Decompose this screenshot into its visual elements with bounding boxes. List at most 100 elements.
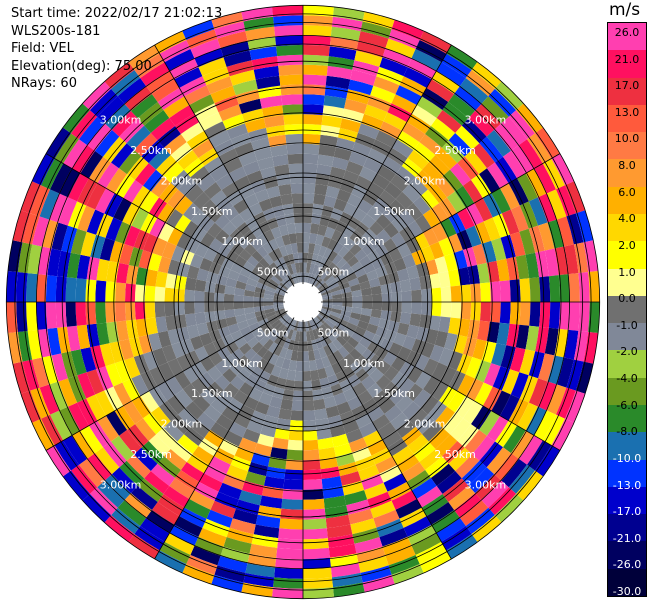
velocity-gate bbox=[450, 302, 462, 319]
velocity-gate bbox=[158, 362, 175, 382]
velocity-gate bbox=[307, 340, 314, 352]
velocity-gate bbox=[230, 214, 245, 229]
velocity-gate bbox=[388, 555, 420, 575]
velocity-gate bbox=[263, 229, 275, 242]
velocity-gate bbox=[134, 133, 158, 157]
velocity-gate bbox=[174, 67, 203, 88]
velocity-gate bbox=[411, 105, 437, 126]
velocity-gate bbox=[229, 518, 256, 535]
velocity-gate bbox=[525, 406, 547, 436]
velocity-gate bbox=[134, 53, 165, 78]
velocity-gate bbox=[303, 143, 320, 155]
velocity-gate bbox=[288, 274, 295, 285]
velocity-gate bbox=[340, 471, 362, 486]
velocity-gate bbox=[481, 480, 509, 508]
range-label: 3.00km bbox=[100, 114, 142, 127]
velocity-gate bbox=[256, 346, 269, 358]
velocity-gate bbox=[278, 256, 287, 268]
velocity-gate bbox=[263, 115, 285, 128]
velocity-gate bbox=[180, 249, 195, 266]
velocity-gate bbox=[455, 396, 475, 419]
velocity-gate bbox=[403, 516, 432, 537]
velocity-gate bbox=[113, 198, 132, 222]
velocity-gate bbox=[174, 214, 191, 233]
velocity-gate bbox=[435, 176, 455, 198]
velocity-gate bbox=[519, 349, 536, 376]
velocity-gate bbox=[307, 273, 313, 284]
velocity-gate bbox=[327, 316, 338, 326]
velocity-gate bbox=[303, 252, 309, 263]
velocity-gate bbox=[303, 183, 316, 194]
velocity-gate bbox=[529, 302, 541, 327]
velocity-gate bbox=[299, 321, 303, 332]
velocity-gate bbox=[196, 268, 209, 282]
velocity-gate bbox=[140, 191, 159, 213]
velocity-gate bbox=[251, 452, 271, 467]
velocity-gate bbox=[516, 103, 543, 134]
velocity-gate bbox=[351, 331, 363, 343]
velocity-gate bbox=[436, 62, 466, 86]
velocity-gate bbox=[517, 173, 538, 202]
velocity-gate bbox=[321, 356, 332, 368]
velocity-gate bbox=[185, 184, 204, 203]
colorbar-tick-label: -10.0 bbox=[612, 451, 642, 465]
velocity-gate bbox=[180, 338, 195, 355]
velocity-gate bbox=[376, 229, 391, 244]
velocity-gate bbox=[508, 110, 535, 140]
velocity-gate bbox=[330, 563, 361, 578]
velocity-gate bbox=[16, 272, 28, 302]
velocity-gate bbox=[87, 453, 112, 481]
velocity-gate bbox=[294, 222, 303, 234]
velocity-gate bbox=[313, 244, 322, 255]
velocity-gate bbox=[174, 516, 203, 537]
velocity-gate bbox=[71, 110, 98, 140]
range-label: 1.50km bbox=[191, 205, 233, 218]
velocity-gate bbox=[231, 242, 245, 256]
velocity-gate bbox=[276, 174, 291, 186]
velocity-gate bbox=[383, 112, 407, 131]
velocity-gate bbox=[211, 11, 244, 30]
range-label: 2.50km bbox=[434, 144, 476, 157]
velocity-gate bbox=[548, 302, 561, 329]
velocity-gate bbox=[273, 577, 303, 589]
velocity-gate bbox=[282, 389, 294, 401]
velocity-gate bbox=[470, 283, 481, 302]
velocity-gate bbox=[384, 182, 403, 200]
velocity-gate bbox=[339, 410, 356, 425]
velocity-gate bbox=[320, 125, 340, 138]
velocity-gate bbox=[222, 473, 245, 491]
velocity-gate bbox=[479, 410, 500, 436]
velocity-gate bbox=[215, 360, 230, 375]
velocity-gate bbox=[349, 360, 363, 374]
velocity-gate bbox=[131, 374, 149, 396]
colorbar-tick-label: 6.0 bbox=[618, 185, 636, 199]
velocity-gate bbox=[277, 54, 303, 66]
velocity-gate bbox=[440, 302, 452, 318]
colorbar-swatch bbox=[608, 377, 646, 406]
velocity-gate bbox=[344, 98, 368, 114]
velocity-gate bbox=[436, 518, 466, 542]
velocity-gate bbox=[509, 279, 521, 302]
velocity-gate bbox=[157, 456, 181, 478]
velocity-gate bbox=[331, 362, 343, 375]
velocity-gate bbox=[251, 534, 279, 548]
velocity-gate bbox=[59, 406, 81, 436]
velocity-gate bbox=[255, 262, 267, 273]
velocity-gate bbox=[105, 363, 123, 387]
velocity-gate bbox=[174, 371, 191, 390]
velocity-gate bbox=[556, 185, 576, 217]
velocity-gate bbox=[306, 262, 312, 273]
velocity-gate bbox=[324, 226, 336, 239]
velocity-gate bbox=[315, 418, 330, 430]
velocity-gate bbox=[303, 34, 331, 47]
azimuth-spoke bbox=[154, 44, 304, 303]
velocity-gate bbox=[391, 232, 406, 248]
velocity-gate bbox=[152, 347, 168, 367]
velocity-gate bbox=[104, 103, 131, 130]
velocity-gate bbox=[76, 254, 91, 280]
velocity-gate bbox=[146, 510, 175, 534]
velocity-gate bbox=[70, 228, 87, 255]
velocity-gate bbox=[448, 269, 461, 287]
field-name: Field: VEL bbox=[11, 41, 74, 56]
velocity-gate bbox=[278, 528, 303, 540]
